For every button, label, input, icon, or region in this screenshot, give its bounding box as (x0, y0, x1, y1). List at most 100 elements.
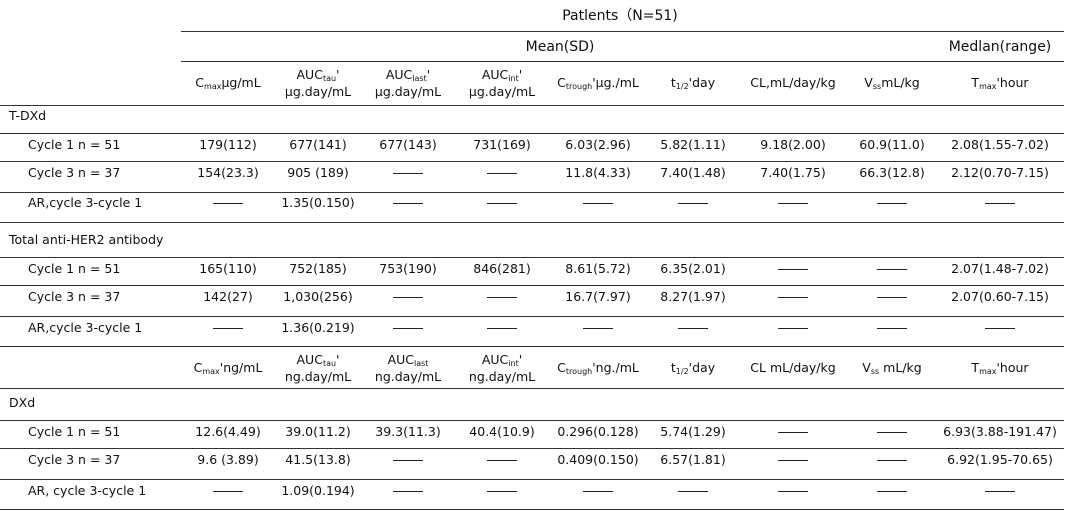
row-label: Cycle 1 n = 51 (28, 261, 121, 276)
table-cell: 6.57(1.81) (660, 452, 726, 467)
empty-cell-dash (678, 203, 708, 204)
table-cell: 12.6(4.49) (195, 424, 261, 439)
row-rule (0, 316, 1064, 317)
column-header-line: CL mL/day/kg (750, 360, 835, 377)
empty-cell-dash (877, 460, 907, 461)
column-header-line: CL,mL/day/kg (750, 75, 835, 92)
column-header-line: Ctrough'ng./mL (557, 360, 639, 377)
column-header-main: C (195, 75, 205, 90)
column-header-subscript: ss (870, 367, 880, 376)
table-cell: 0.409(0.150) (557, 452, 639, 467)
column-header-line: AUClast' (375, 67, 441, 84)
column-header-main: CL mL/day/kg (750, 360, 836, 375)
row-rule (0, 133, 1064, 134)
empty-cell-dash (877, 491, 907, 492)
table-cell: 677(141) (289, 137, 347, 152)
table-cell: 1,030(256) (283, 289, 353, 304)
column-header-unit: 'ng./mL (592, 360, 639, 375)
row-label: Cycle 3 n = 37 (28, 289, 121, 304)
empty-cell-dash (778, 460, 808, 461)
empty-cell-dash (877, 297, 907, 298)
empty-cell-dash (985, 203, 1015, 204)
column-header-unit: 'hour (996, 75, 1029, 90)
column-header-subscript: last (412, 74, 427, 83)
table-cell: 11.8(4.33) (565, 165, 631, 180)
column-header-unit-line: ng.day/mL (284, 368, 352, 384)
column-header: AUCtau' ng.day/mL (285, 352, 351, 386)
column-header-unit: ' (518, 67, 523, 82)
column-header: AUClast ng.day/mL (375, 352, 441, 386)
empty-cell-dash (487, 328, 517, 329)
header-rule-top (181, 31, 1064, 32)
column-header-subscript: tau (322, 359, 337, 368)
column-header-subscript: 1/2 (675, 367, 689, 376)
column-header-subscript: max (202, 367, 220, 376)
table-cell: 66.3(12.8) (859, 165, 925, 180)
column-header-unit: ' (336, 352, 340, 367)
column-header-line: Tmax'hour (971, 360, 1028, 377)
empty-cell-dash (985, 328, 1015, 329)
row-label: AR, cycle 3-cycle 1 (28, 483, 147, 498)
column-header-unit-line: μg.day/mL (468, 83, 536, 99)
table-cell: 7.40(1.75) (760, 165, 826, 180)
column-header-subscript: max (979, 82, 997, 91)
column-header-line: AUCint' (469, 352, 535, 369)
column-header-line: t1/2'day (671, 75, 715, 92)
table-cell: 6.35(2.01) (660, 261, 726, 276)
column-header-unit: 'ng/mL (219, 360, 263, 375)
table-cell: 753(190) (379, 261, 437, 276)
column-header: AUClast' μg.day/mL (375, 67, 441, 101)
table-cell: 9.18(2.00) (760, 137, 826, 152)
empty-cell-dash (487, 460, 517, 461)
column-header-subscript: int (508, 74, 519, 83)
column-header-main: t (670, 75, 676, 90)
table-cell: 2.07(0.60-7.15) (951, 289, 1049, 304)
empty-cell-dash (487, 491, 517, 492)
table-cell: 752(185) (289, 261, 347, 276)
empty-cell-dash (678, 491, 708, 492)
table-cell: 905 (189) (287, 165, 349, 180)
column-header-main: C (557, 360, 566, 375)
column-header: CL,mL/day/kg (750, 75, 835, 92)
empty-cell-dash (877, 432, 907, 433)
column-header-line: AUClast (375, 352, 441, 369)
column-header-unit: mL/kg (881, 75, 920, 90)
column-header-unit: ' (336, 67, 340, 82)
column-header: t1/2'day (671, 360, 715, 377)
table-cell: 6.93(3.88-191.47) (943, 424, 1057, 439)
table-cell: 60.9(11.0) (859, 137, 925, 152)
table-cell: 2.07(1.48-7.02) (951, 261, 1049, 276)
column-header-main: t (670, 360, 676, 375)
column-header-line: Ctrough'μg./mL (557, 75, 639, 92)
column-header-main: AUC (481, 352, 509, 367)
row-label: Cycle 3 n = 37 (28, 452, 121, 467)
table-cell: 154(23.3) (197, 165, 259, 180)
column-header-unit-line: μg.day/mL (374, 83, 442, 99)
empty-cell-dash (213, 203, 243, 204)
column-header-main: C (557, 75, 566, 90)
column-header-unit: μg/mL (221, 75, 261, 90)
column-header-line: AUCtau' (285, 67, 351, 84)
column-header-subscript: max (979, 367, 997, 376)
header-rule-sub (181, 61, 1064, 62)
column-header: Tmax'hour (971, 75, 1028, 92)
row-rule (0, 192, 1064, 193)
column-header-unit: mL/kg (879, 360, 922, 375)
empty-cell-dash (583, 328, 613, 329)
column-header: Tmax'hour (971, 360, 1028, 377)
column-header-main: T (971, 75, 980, 90)
column-header-unit: ' (426, 67, 431, 82)
column-header-main: C (193, 360, 203, 375)
table-cell: 2.12(0.70-7.15) (951, 165, 1049, 180)
empty-cell-dash (778, 297, 808, 298)
column-header-unit: ' (518, 352, 523, 367)
column-header-line: Tmax'hour (971, 75, 1028, 92)
column-header-subscript: tau (322, 74, 337, 83)
column-header-main: AUC (296, 352, 323, 367)
empty-cell-dash (877, 328, 907, 329)
column-header-line: Cmax'ng/mL (194, 360, 263, 377)
table-cell: 8.27(1.97) (660, 289, 726, 304)
empty-cell-dash (985, 491, 1015, 492)
row-label: AR,cycle 3-cycle 1 (28, 195, 143, 210)
empty-cell-dash (778, 491, 808, 492)
